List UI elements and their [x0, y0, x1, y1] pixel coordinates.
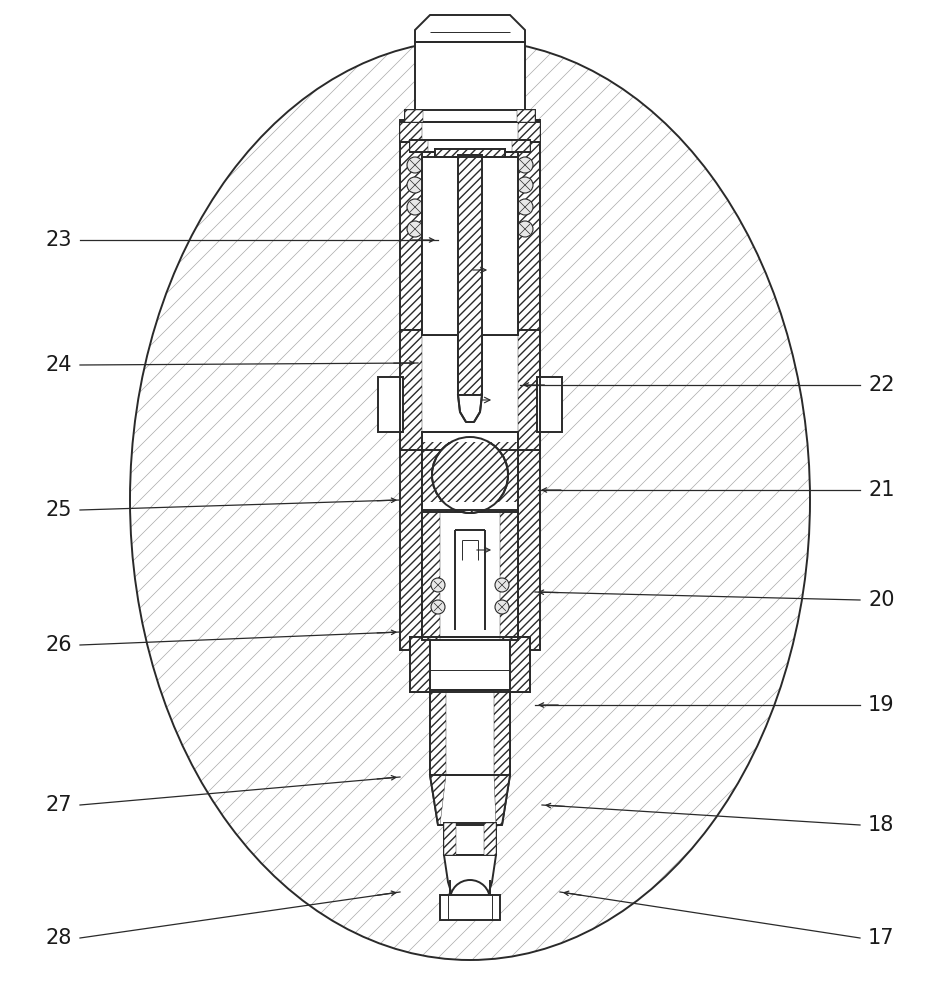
Bar [518, 120, 540, 650]
Bar [400, 120, 422, 650]
Bar [518, 122, 540, 142]
Bar [422, 510, 518, 640]
Bar [430, 690, 446, 775]
Bar [422, 510, 518, 640]
Bar [415, 42, 525, 112]
Bar [440, 895, 500, 920]
Bar [484, 823, 496, 855]
Bar [422, 432, 518, 512]
Bar [410, 637, 530, 692]
Bar [500, 510, 518, 640]
Bar [430, 690, 510, 775]
Circle shape [407, 199, 423, 215]
Text: 18: 18 [868, 815, 894, 835]
Text: 26: 26 [45, 635, 72, 655]
Circle shape [431, 600, 445, 614]
Bar [458, 155, 482, 395]
Circle shape [495, 578, 509, 592]
Polygon shape [430, 775, 510, 825]
Text: 23: 23 [45, 230, 72, 250]
Circle shape [517, 157, 533, 173]
Polygon shape [430, 775, 446, 825]
Text: 17: 17 [868, 928, 895, 948]
Bar [422, 432, 518, 512]
Circle shape [407, 157, 423, 173]
Bar [518, 120, 540, 650]
Text: 22: 22 [868, 375, 895, 395]
Circle shape [517, 221, 533, 237]
Bar [430, 690, 510, 775]
Bar [444, 823, 496, 855]
Text: 25: 25 [45, 500, 72, 520]
Circle shape [407, 221, 423, 237]
Text: 24: 24 [45, 355, 72, 375]
Bar [517, 110, 535, 122]
Bar [435, 149, 505, 157]
Bar [400, 122, 422, 142]
Circle shape [407, 177, 423, 193]
Bar [410, 637, 430, 692]
Bar [422, 150, 518, 335]
Circle shape [517, 177, 533, 193]
Bar [400, 330, 422, 450]
Bar [444, 823, 456, 855]
Circle shape [432, 437, 508, 513]
Bar [423, 502, 517, 511]
Bar [400, 330, 540, 450]
Bar [494, 690, 510, 775]
Polygon shape [415, 15, 525, 42]
Polygon shape [444, 855, 496, 895]
Bar [400, 330, 540, 450]
Bar [458, 155, 482, 395]
Circle shape [495, 600, 509, 614]
Bar [422, 150, 518, 335]
Bar [422, 157, 458, 335]
Bar [378, 377, 403, 432]
Bar [422, 150, 518, 335]
Circle shape [517, 199, 533, 215]
Circle shape [431, 578, 445, 592]
Bar [405, 110, 423, 122]
Bar [410, 637, 530, 692]
Bar [435, 149, 505, 157]
Circle shape [450, 880, 490, 920]
Polygon shape [494, 775, 510, 825]
Polygon shape [458, 395, 482, 422]
Text: 21: 21 [868, 480, 895, 500]
Text: 19: 19 [868, 695, 895, 715]
Text: 28: 28 [46, 928, 72, 948]
Bar [482, 157, 518, 335]
Bar [458, 155, 482, 395]
Bar [435, 149, 505, 157]
Bar [410, 140, 530, 152]
Bar [455, 530, 485, 630]
Bar [405, 110, 535, 122]
Bar [512, 140, 530, 152]
Bar [537, 377, 562, 432]
Bar [510, 637, 530, 692]
Ellipse shape [130, 40, 810, 960]
Bar [400, 122, 540, 142]
Bar [518, 330, 540, 450]
Bar [410, 140, 428, 152]
Bar [423, 433, 517, 442]
Text: 20: 20 [868, 590, 895, 610]
Bar [422, 510, 440, 640]
Bar [422, 432, 518, 512]
Bar [400, 120, 422, 650]
Text: 27: 27 [45, 795, 72, 815]
